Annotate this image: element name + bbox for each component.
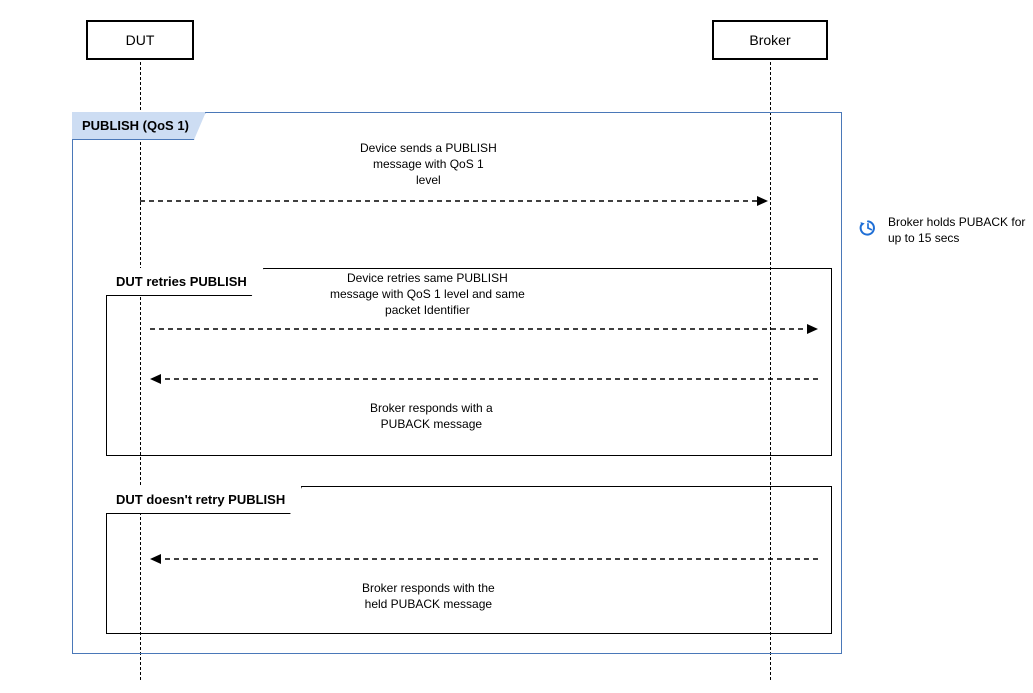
msg-m3-text: Broker responds with a PUBACK message bbox=[370, 400, 493, 432]
note-broker-holds: Broker holds PUBACK for up to 15 secs bbox=[888, 214, 1033, 246]
msg-m2-text: Device retries same PUBLISH message with… bbox=[330, 270, 525, 319]
timer-icon bbox=[858, 218, 878, 238]
arrow-m4 bbox=[150, 554, 818, 564]
msg-m4-text: Broker responds with the held PUBACK mes… bbox=[362, 580, 495, 612]
frame-dut-no-retry-title-text: DUT doesn't retry PUBLISH bbox=[116, 492, 285, 507]
frame-dut-retries-title-text: DUT retries PUBLISH bbox=[116, 274, 247, 289]
participant-dut: DUT bbox=[86, 20, 194, 60]
arrow-m3 bbox=[150, 374, 818, 384]
frame-publish-qos1-title: PUBLISH (QoS 1) bbox=[72, 112, 206, 140]
participant-broker: Broker bbox=[712, 20, 828, 60]
frame-dut-retries-title: DUT retries PUBLISH bbox=[106, 268, 264, 296]
frame-dut-no-retry-title: DUT doesn't retry PUBLISH bbox=[106, 486, 302, 514]
participant-dut-label: DUT bbox=[126, 32, 155, 48]
frame-publish-qos1-title-text: PUBLISH (QoS 1) bbox=[82, 118, 189, 133]
arrow-m1 bbox=[140, 196, 768, 206]
msg-m1-text: Device sends a PUBLISH message with QoS … bbox=[360, 140, 497, 189]
participant-broker-label: Broker bbox=[749, 32, 790, 48]
arrow-m2 bbox=[150, 324, 818, 334]
